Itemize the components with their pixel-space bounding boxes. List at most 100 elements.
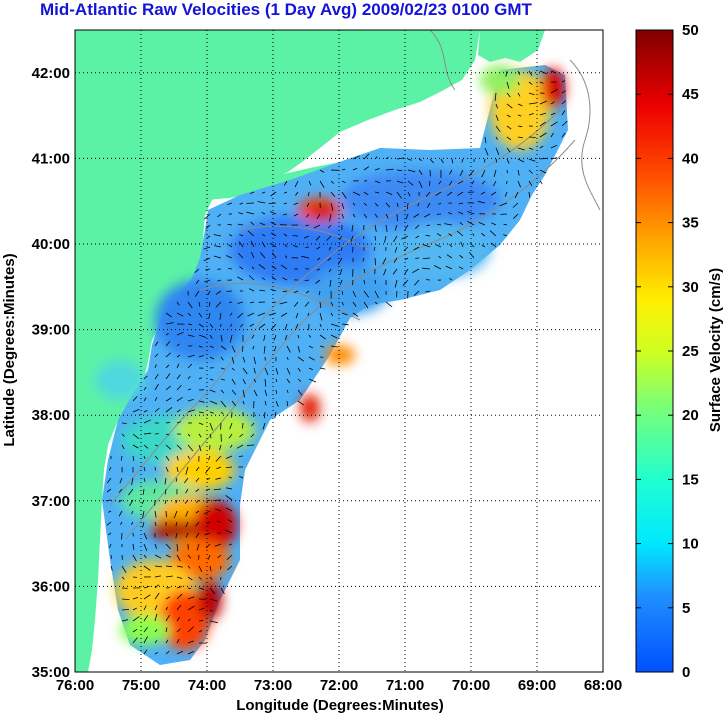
- velocity-arrow: [106, 477, 112, 484]
- velocity-arrow: [517, 169, 520, 176]
- velocity-arrow: [351, 224, 354, 232]
- velocity-arrow: [154, 651, 158, 655]
- colorbar-tick-label: 45: [682, 86, 699, 103]
- velocity-arrow: [330, 312, 334, 317]
- velocity-arrow: [176, 593, 183, 600]
- velocity-arrow: [165, 575, 173, 578]
- velocity-arrow: [213, 499, 222, 501]
- velocity-arrow: [143, 605, 147, 611]
- velocity-arrow: [550, 101, 555, 105]
- velocity-arrow: [176, 332, 184, 336]
- velocity-arrow: [154, 510, 157, 518]
- velocity-arrow: [225, 455, 233, 459]
- velocity-arrow: [363, 301, 369, 309]
- velocity-arrow: [363, 166, 370, 171]
- velocity-arrow: [231, 400, 237, 407]
- velocity-arrow: [129, 499, 134, 507]
- colorbar-tick-label: 25: [682, 343, 699, 360]
- velocity-arrow: [447, 191, 453, 196]
- velocity-arrow: [481, 169, 486, 178]
- velocity-arrow: [394, 224, 398, 231]
- velocity-arrow: [458, 211, 464, 215]
- velocity-arrow: [106, 521, 112, 526]
- velocity-arrow: [132, 607, 137, 611]
- velocity-arrow: [250, 301, 255, 304]
- velocity-arrow: [418, 180, 423, 188]
- velocity-arrow: [219, 312, 222, 320]
- velocity-arrow: [407, 158, 412, 161]
- velocity-arrow: [393, 235, 398, 243]
- colorbar: [635, 29, 674, 673]
- velocity-arrow: [209, 620, 218, 624]
- velocity-arrow: [227, 565, 233, 571]
- velocity-arrow: [187, 354, 195, 358]
- velocity-arrow: [187, 576, 193, 581]
- velocity-arrow: [231, 378, 236, 385]
- velocity-arrow: [352, 312, 359, 317]
- velocity-arrow: [165, 510, 167, 518]
- velocity-arrow: [435, 244, 442, 248]
- velocity-arrow: [195, 532, 200, 539]
- velocity-arrow: [264, 400, 267, 406]
- velocity-arrow: [108, 532, 112, 536]
- velocity-arrow: [374, 279, 377, 284]
- velocity-arrow: [154, 640, 158, 644]
- velocity-arrow: [528, 169, 533, 174]
- velocity-arrow: [550, 132, 554, 138]
- velocity-arrow: [187, 640, 194, 644]
- velocity-arrow: [238, 241, 244, 248]
- velocity-arrow: [176, 543, 179, 552]
- velocity-arrow: [154, 605, 158, 611]
- y-tick-labels: 35:00 36:00 37:00 38:00 39:00 40:00 41:00 42:00: [32, 65, 70, 681]
- velocity-arrow: [517, 180, 521, 188]
- velocity-arrow: [362, 257, 365, 262]
- velocity-arrow: [204, 213, 211, 220]
- velocity-arrow: [374, 180, 381, 184]
- velocity-arrow: [121, 422, 127, 424]
- velocity-arrow: [120, 455, 123, 461]
- velocity-arrow: [284, 334, 288, 341]
- velocity-arrow: [130, 521, 134, 525]
- velocity-arrow: [271, 276, 277, 281]
- velocity-arrow: [264, 367, 269, 376]
- velocity-arrow: [327, 224, 332, 229]
- velocity-arrow: [215, 508, 222, 512]
- velocity-arrow: [165, 322, 174, 325]
- velocity-arrow: [341, 290, 344, 295]
- velocity-arrow: [226, 487, 233, 490]
- velocity-arrow: [251, 422, 255, 427]
- velocity-arrow: [257, 312, 266, 317]
- velocity-arrow: [286, 356, 289, 360]
- velocity-arrow: [247, 230, 255, 237]
- velocity-arrow: [131, 477, 134, 485]
- velocity-arrow: [413, 213, 420, 218]
- velocity-arrow: [143, 554, 147, 559]
- velocity-arrow: [209, 587, 216, 595]
- velocity-arrow: [229, 323, 233, 327]
- velocity-arrow: [176, 650, 184, 655]
- velocity-arrow: [528, 81, 533, 85]
- velocity-arrow: [318, 290, 321, 296]
- velocity-arrow: [489, 230, 497, 237]
- velocity-arrow: [118, 499, 123, 503]
- velocity-arrow: [250, 240, 255, 248]
- velocity-arrow: [209, 400, 218, 405]
- velocity-arrow: [385, 224, 388, 232]
- land-cape-cod: [478, 30, 545, 62]
- velocity-arrow: [173, 510, 178, 519]
- velocity-arrow: [220, 400, 227, 408]
- velocity-arrow: [259, 222, 266, 226]
- velocity-arrow: [209, 411, 214, 414]
- velocity-arrow: [258, 323, 266, 329]
- velocity-arrow: [110, 554, 112, 559]
- velocity-arrow: [528, 113, 534, 116]
- velocity-arrow: [517, 70, 520, 76]
- velocity-arrow: [195, 279, 200, 284]
- velocity-arrow: [374, 213, 379, 218]
- velocity-arrow: [264, 411, 266, 419]
- velocity-arrow: [512, 202, 519, 208]
- y-tick-label: 37:00: [32, 493, 70, 510]
- velocity-arrow: [209, 334, 213, 339]
- velocity-arrow: [132, 616, 140, 622]
- y-tick-label: 35:00: [32, 664, 70, 681]
